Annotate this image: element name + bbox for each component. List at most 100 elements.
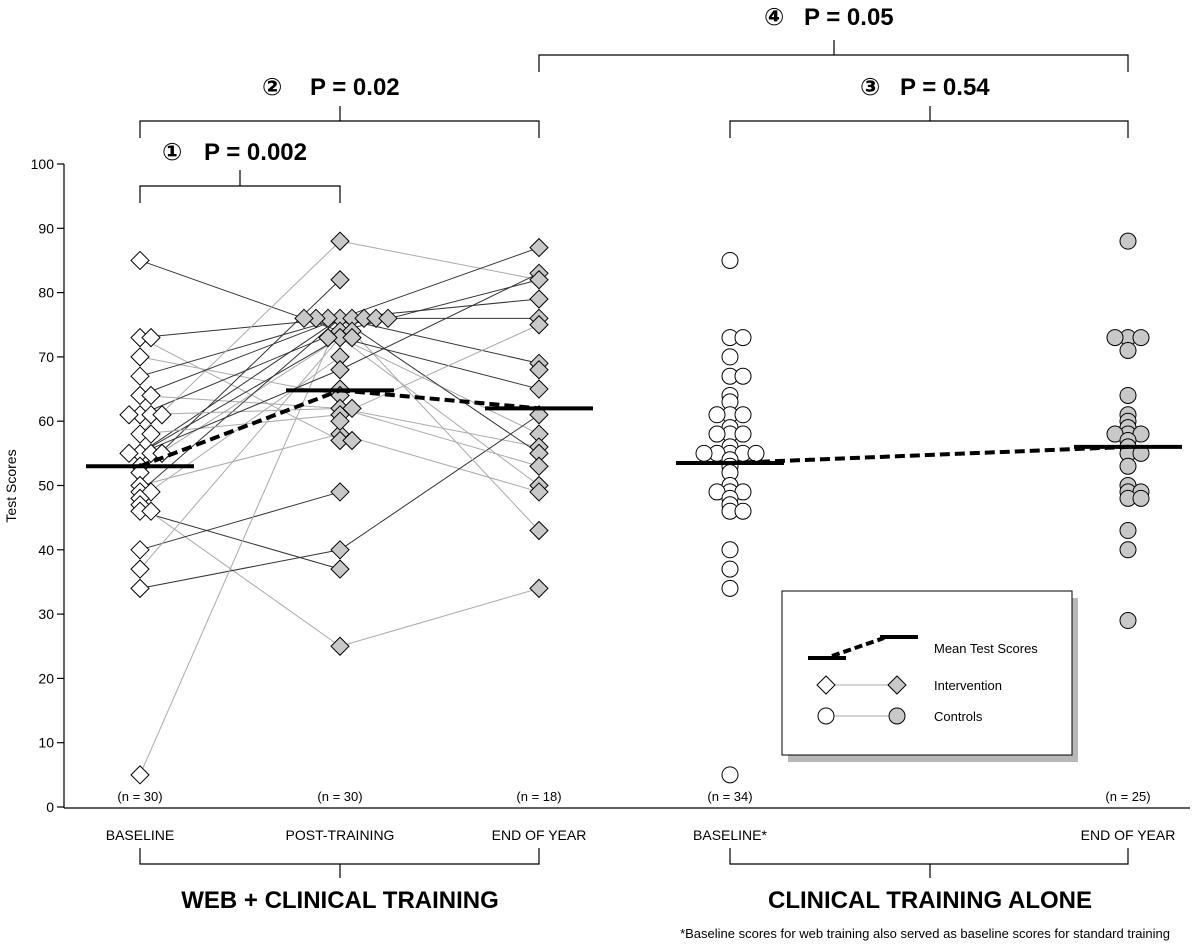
clinical-baseline-point	[721, 579, 739, 597]
connector-line	[139, 317, 341, 377]
web-baseline-point	[130, 540, 150, 560]
n-label-1: (n = 30)	[117, 789, 162, 804]
clinical-baseline-point	[734, 425, 752, 443]
y-ticks: 0 10 20 30 40 50 60 70 80 90 100	[31, 156, 64, 815]
y-tick-label: 10	[38, 735, 54, 751]
web-end-point	[529, 379, 549, 399]
y-tick-label: 30	[38, 606, 54, 622]
mean-trend-line	[139, 388, 341, 469]
web-baseline-point	[141, 501, 161, 521]
web-post-point	[342, 327, 362, 348]
web-end-point	[529, 578, 549, 599]
y-tick-label: 90	[38, 220, 54, 236]
n-label-4: (n = 34)	[707, 789, 752, 804]
connector-line	[339, 414, 540, 551]
web-end-point	[529, 289, 549, 309]
web-post-point	[330, 360, 350, 380]
web-post-point	[330, 540, 350, 560]
connector-line	[139, 279, 341, 473]
clinical-baseline-point	[708, 425, 726, 443]
comparison-3-number: ③	[860, 74, 880, 101]
comparison-1-number: ①	[162, 139, 182, 166]
connector-line	[139, 317, 341, 493]
n-label-3: (n = 18)	[516, 789, 561, 804]
web-end-point	[529, 482, 549, 502]
comparison-1-p: P = 0.002	[204, 139, 307, 166]
clinical-end-point	[1119, 341, 1137, 359]
connector-line	[139, 433, 341, 486]
comparison-4-p: P = 0.05	[804, 4, 894, 31]
column-label-3: END OF YEAR	[492, 827, 587, 843]
web-baseline-point	[130, 578, 150, 599]
clinical-end-point	[1132, 329, 1150, 347]
data-points	[119, 231, 1150, 785]
connector-line	[339, 337, 540, 390]
clinical-baseline-point	[734, 329, 752, 347]
web-post-point	[378, 308, 398, 329]
bracket-1	[139, 170, 341, 203]
web-baseline-point	[130, 366, 150, 386]
y-tick-label: 70	[38, 349, 54, 365]
web-baseline-point	[141, 327, 161, 348]
clinical-baseline-point	[734, 502, 752, 520]
clinical-end-point	[1119, 457, 1137, 475]
y-tick-label: 20	[38, 670, 54, 686]
connector-line	[339, 587, 540, 647]
footnote: *Baseline scores for web training also s…	[680, 926, 1170, 941]
y-tick-label: 50	[38, 478, 54, 494]
connector-line	[339, 247, 540, 319]
web-end-point	[529, 456, 549, 476]
group-bracket-web	[139, 848, 540, 878]
connector-line	[339, 240, 540, 281]
comparison-labels: ① P = 0.002 ② P = 0.02 ③ P = 0.54 ④ P = …	[162, 4, 990, 166]
group-brackets	[139, 848, 1129, 878]
column-labels: BASELINE POST-TRAINING END OF YEAR BASEL…	[106, 827, 1176, 843]
connector-line	[139, 369, 341, 454]
web-end-point	[529, 360, 549, 380]
clinical-baseline-point	[747, 444, 765, 462]
column-label-2: POST-TRAINING	[286, 827, 395, 843]
connector-line	[139, 330, 341, 416]
comparison-2-p: P = 0.02	[310, 74, 400, 101]
connector-line	[139, 337, 341, 467]
web-baseline-point	[119, 405, 139, 425]
comparison-2-number: ②	[262, 74, 282, 101]
comparison-3-p: P = 0.54	[900, 74, 990, 101]
y-tick-label: 40	[38, 542, 54, 558]
web-baseline-point	[141, 424, 161, 444]
connector-line	[139, 240, 341, 435]
web-baseline-point	[152, 405, 172, 425]
web-end-point	[529, 315, 549, 335]
y-axis-label: Test Scores	[3, 449, 19, 522]
clinical-baseline-point	[721, 348, 739, 366]
legend-label-mean: Mean Test Scores	[934, 641, 1038, 656]
clinical-end-point	[1106, 329, 1124, 347]
legend: Mean Test Scores Intervention Controls	[781, 590, 1078, 762]
connector-line	[339, 317, 540, 531]
connector-line	[139, 549, 341, 589]
web-post-point	[330, 411, 350, 431]
connector-line	[139, 317, 341, 396]
clinical-baseline-point	[721, 560, 739, 578]
web-post-point	[294, 308, 314, 329]
web-post-point	[330, 270, 350, 290]
legend-controls-filled-marker	[888, 707, 906, 725]
clinical-end-point	[1119, 386, 1137, 404]
bracket-3	[729, 106, 1129, 138]
connector-line	[339, 272, 540, 371]
clinical-baseline-point	[708, 406, 726, 424]
comparison-4-number: ④	[764, 4, 784, 31]
web-baseline-point	[141, 385, 161, 406]
connector-line	[339, 317, 540, 364]
connector-line	[139, 414, 341, 435]
legend-intervention-filled-marker	[887, 675, 907, 695]
web-end-point	[529, 270, 549, 290]
n-label-5: (n = 25)	[1105, 789, 1150, 804]
y-tick-label: 100	[31, 156, 55, 172]
legend-box	[781, 590, 1073, 756]
connector-line	[339, 324, 540, 416]
column-label-4: BASELINE*	[693, 827, 767, 843]
connector-line	[139, 504, 341, 647]
connector-line	[339, 433, 540, 493]
clinical-end-point	[1119, 522, 1137, 540]
